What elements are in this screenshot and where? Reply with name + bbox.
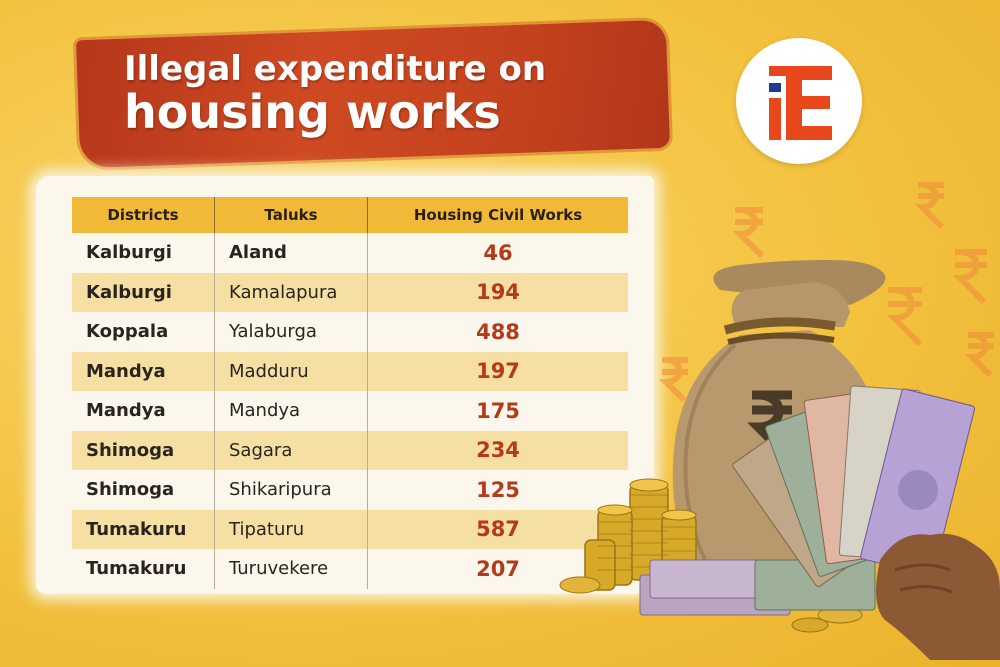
table-row: Kalburgi Aland 46 <box>72 233 628 273</box>
works-cell: 194 <box>367 272 628 312</box>
taluk-cell: Sagara <box>214 430 368 470</box>
taluk-cell: Mandya <box>214 391 368 431</box>
table-row: Shimoga Sagara 234 <box>72 430 628 470</box>
district-cell: Shimoga <box>72 430 215 470</box>
table-row: Kalburgi Kamalapura 194 <box>72 272 628 312</box>
hand-icon <box>876 533 1000 660</box>
taluk-cell: Kamalapura <box>214 272 368 312</box>
works-cell: 234 <box>367 430 628 470</box>
page-title: Illegal expenditure on housing works <box>124 49 547 139</box>
ie-logo-icon <box>736 38 862 164</box>
table-row: Shimoga Shikaripura 125 <box>72 470 628 510</box>
district-cell: Mandya <box>86 400 166 422</box>
taluk-cell: Turuvekere <box>214 549 368 589</box>
coin-stack-icon <box>559 478 863 633</box>
district-cell: Kalburgi <box>86 242 172 264</box>
works-cell: 587 <box>367 509 628 549</box>
taluk-cell: Tipaturu <box>214 509 368 549</box>
table-row: Koppala Yalaburga 488 <box>72 312 628 352</box>
banknote-fan-icon <box>639 385 976 616</box>
district-cell: Kalburgi <box>72 272 215 312</box>
header-taluks: Taluks <box>214 197 368 233</box>
title-line-2: housing works <box>124 84 501 139</box>
table-row: Mandya Madduru 197 <box>72 351 628 391</box>
rupee-symbol-icon <box>658 182 994 403</box>
district-cell: Shimoga <box>86 479 175 501</box>
works-cell: 197 <box>367 351 628 391</box>
expenditure-table: Districts Taluks Housing Civil Works Kal… <box>72 197 628 589</box>
table-header-row: Districts Taluks Housing Civil Works <box>72 197 628 233</box>
table-row: Tumakuru Tipaturu 587 <box>72 509 628 549</box>
title-line-1: Illegal expenditure on <box>124 49 547 89</box>
taluk-cell: Shikaripura <box>214 470 368 510</box>
header-districts: Districts <box>72 197 215 233</box>
district-cell: Tumakuru <box>86 558 187 580</box>
district-cell: Koppala <box>86 321 169 343</box>
works-cell: 488 <box>367 312 628 352</box>
works-cell: 46 <box>367 233 628 273</box>
works-cell: 125 <box>367 470 628 510</box>
taluk-cell: Yalaburga <box>214 312 368 352</box>
district-cell: Tumakuru <box>72 509 215 549</box>
table-row: Mandya Mandya 175 <box>72 391 628 431</box>
header-housing-civil-works: Housing Civil Works <box>367 197 628 233</box>
taluk-cell: Madduru <box>214 351 368 391</box>
district-cell: Mandya <box>72 351 215 391</box>
works-cell: 175 <box>367 391 628 431</box>
taluk-cell: Aland <box>214 233 368 273</box>
